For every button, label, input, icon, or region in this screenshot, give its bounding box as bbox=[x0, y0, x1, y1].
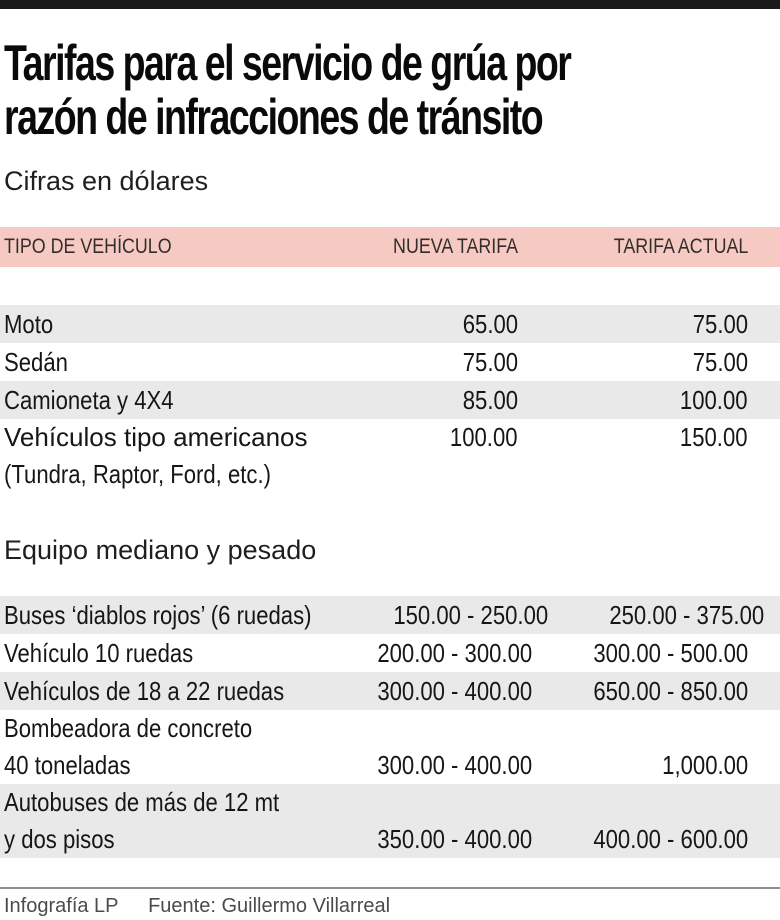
vehicle-type-cell: Sedán bbox=[4, 346, 68, 377]
table-row: Vehículos de 18 a 22 ruedas 300.00 - 400… bbox=[0, 672, 780, 710]
section-heading-heavy-equipment: Equipo mediano y pesado bbox=[4, 535, 317, 565]
new-rate-cell: 150.00 - 250.00 bbox=[393, 599, 548, 630]
page-subtitle: Cifras en dólares bbox=[4, 166, 209, 196]
table-row: Autobuses de más de 12 mt y dos pisos 35… bbox=[0, 784, 780, 858]
table-row: Moto 65.00 75.00 bbox=[0, 305, 780, 343]
current-rate-cell: 75.00 bbox=[692, 346, 748, 377]
vehicle-type-cell: Vehículo 10 ruedas bbox=[4, 637, 194, 668]
new-rate-cell: 300.00 - 400.00 bbox=[377, 675, 533, 706]
current-rate-cell: 250.00 - 375.00 bbox=[608, 599, 764, 630]
new-rate-cell: 350.00 - 400.00 bbox=[377, 824, 533, 854]
new-rate-cell: 300.00 - 400.00 bbox=[377, 750, 533, 780]
table-row: Buses ‘diablos rojos’ (6 ruedas) 150.00 … bbox=[0, 596, 780, 634]
new-rate-cell: 65.00 bbox=[462, 308, 518, 339]
column-header-current-rate: TARIFA ACTUAL bbox=[613, 235, 748, 258]
page-title: Tarifas para el servicio de grúa por raz… bbox=[4, 36, 777, 144]
table-row: Camioneta y 4X4 85.00 100.00 bbox=[0, 381, 780, 419]
vehicle-type-line2: (Tundra, Raptor, Ford, etc.) bbox=[4, 459, 271, 489]
table-row: Vehículos tipo americanos (Tundra, Rapto… bbox=[0, 419, 780, 493]
current-rate-cell: 75.00 bbox=[692, 308, 748, 339]
current-rate-cell: 400.00 - 600.00 bbox=[593, 824, 748, 854]
source-attribution: Fuente: Guillermo Villarreal bbox=[148, 895, 391, 917]
column-header-new-rate: NUEVA TARIFA bbox=[393, 235, 518, 258]
column-header-vehicle-type: TIPO DE VEHÍCULO bbox=[4, 235, 172, 258]
table-row: Sedán 75.00 75.00 bbox=[0, 343, 780, 381]
vehicle-type-cell: Bombeadora de concreto 40 toneladas bbox=[0, 710, 350, 784]
page-title-line1: Tarifas para el servicio de grúa por bbox=[4, 35, 572, 91]
vehicle-type-cell: Camioneta y 4X4 bbox=[4, 384, 174, 415]
infographic-credit: Infografía LP bbox=[4, 895, 119, 917]
footer: Infografía LP Fuente: Guillermo Villarre… bbox=[0, 887, 780, 918]
table-row: Bombeadora de concreto 40 toneladas 300.… bbox=[0, 710, 780, 784]
vehicle-type-line2: 40 toneladas bbox=[4, 750, 131, 780]
current-rate-cell: 650.00 - 850.00 bbox=[593, 675, 748, 706]
top-accent-bar bbox=[0, 0, 780, 9]
current-rate-cell: 100.00 bbox=[680, 384, 748, 415]
vehicle-type-line1: Bombeadora de concreto bbox=[4, 713, 253, 743]
table-row: Vehículo 10 ruedas 200.00 - 300.00 300.0… bbox=[0, 634, 780, 672]
new-rate-cell: 85.00 bbox=[462, 384, 518, 415]
new-rate-cell: 100.00 bbox=[450, 422, 518, 452]
vehicle-type-cell: Vehículos de 18 a 22 ruedas bbox=[4, 675, 285, 706]
vehicle-type-line1: Vehículos tipo americanos bbox=[4, 422, 308, 452]
table-header-row: TIPO DE VEHÍCULO NUEVA TARIFA TARIFA ACT… bbox=[0, 227, 780, 267]
current-rate-cell: 1,000.00 bbox=[661, 750, 748, 780]
vehicle-type-cell: Autobuses de más de 12 mt y dos pisos bbox=[0, 784, 350, 858]
header-gap bbox=[0, 267, 780, 305]
new-rate-cell: 200.00 - 300.00 bbox=[377, 637, 533, 668]
page-title-line2: razón de infracciones de tránsito bbox=[4, 89, 544, 145]
new-rate-cell: 75.00 bbox=[462, 346, 518, 377]
vehicle-type-line1: Autobuses de más de 12 mt bbox=[4, 787, 280, 817]
current-rate-cell: 300.00 - 500.00 bbox=[593, 637, 748, 668]
current-rate-cell: 150.00 bbox=[680, 422, 748, 452]
vehicle-type-cell: Vehículos tipo americanos (Tundra, Rapto… bbox=[0, 419, 350, 493]
vehicle-type-cell: Moto bbox=[4, 308, 54, 339]
vehicle-type-line2: y dos pisos bbox=[4, 824, 115, 854]
vehicle-type-cell: Buses ‘diablos rojos’ (6 ruedas) bbox=[4, 599, 312, 630]
